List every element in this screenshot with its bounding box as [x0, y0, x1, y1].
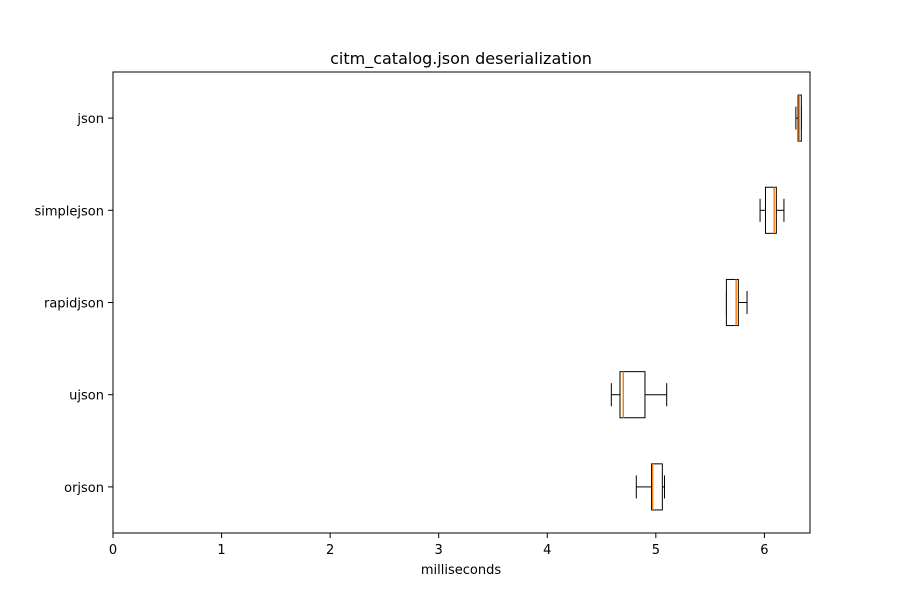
- y-tick-label: ujson: [69, 389, 104, 404]
- x-tick-label: 6: [760, 543, 768, 558]
- box-orjson: [650, 463, 663, 511]
- x-tick-label: 1: [217, 543, 225, 558]
- box-ujson: [619, 371, 646, 419]
- y-tick-label: orjson: [64, 481, 104, 496]
- chart-title: citm_catalog.json deserialization: [330, 49, 592, 69]
- x-tick-label: 2: [326, 543, 334, 558]
- x-tick-label: 4: [543, 543, 551, 558]
- box-simplejson: [764, 186, 777, 234]
- plot-frame: [112, 71, 811, 534]
- x-tick-label: 0: [109, 543, 117, 558]
- y-tick-label: rapidjson: [44, 297, 104, 312]
- y-tick-label: simplejson: [35, 204, 105, 219]
- x-tick-label: 3: [435, 543, 443, 558]
- box-rapidjson: [725, 278, 739, 327]
- x-axis-label: milliseconds: [421, 563, 501, 578]
- x-tick-label: 5: [652, 543, 660, 558]
- y-tick-label: json: [76, 112, 104, 127]
